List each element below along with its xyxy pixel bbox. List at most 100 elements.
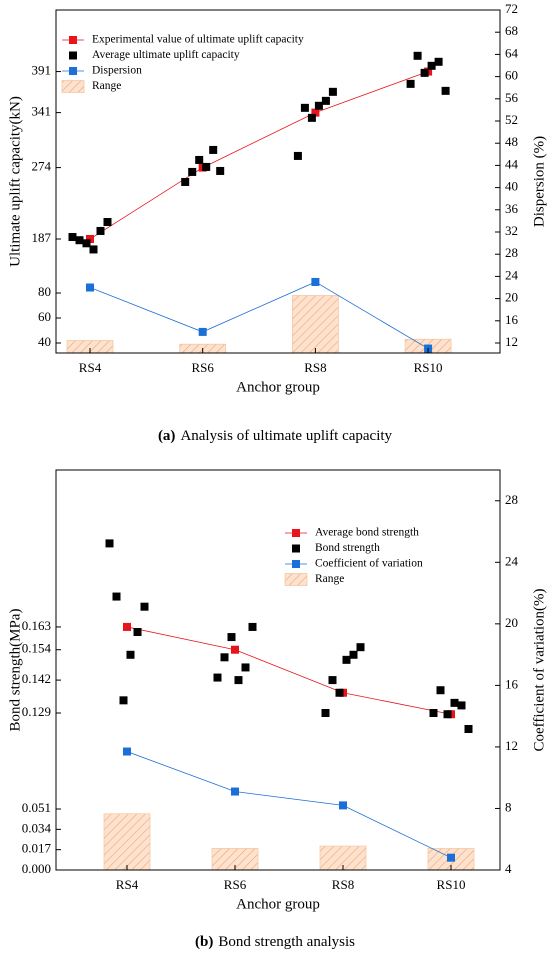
scatter-point xyxy=(188,167,197,176)
y2-tick-label: 60 xyxy=(505,68,518,83)
y-tick-label: 274 xyxy=(32,159,52,174)
point-marker xyxy=(123,747,131,756)
point-marker xyxy=(123,622,131,631)
y2-tick-label: 16 xyxy=(505,312,519,327)
scatter-point xyxy=(328,87,337,96)
y2-tick-label: 20 xyxy=(505,290,518,305)
y2-axis-title: Coefficient of variation(%) xyxy=(531,589,547,752)
scatter-point xyxy=(181,177,190,186)
x-tick-label: RS4 xyxy=(116,877,139,892)
legend-swatch xyxy=(69,36,77,44)
scatter-point xyxy=(119,696,128,705)
y2-tick-label: 72 xyxy=(505,1,518,16)
series-line xyxy=(89,281,429,349)
scatter-point xyxy=(406,79,415,88)
scatter-point xyxy=(349,650,358,659)
scatter-point xyxy=(216,166,225,175)
scatter-point xyxy=(314,101,323,110)
scatter-point xyxy=(427,61,436,70)
legend-label: Experimental value of ultimate uplift ca… xyxy=(92,34,304,46)
legend-label: Average bond strength xyxy=(315,527,419,539)
scatter-point xyxy=(248,622,257,631)
y2-tick-label: 12 xyxy=(505,334,518,349)
scatter-point xyxy=(213,673,222,682)
plot-frame xyxy=(55,9,501,354)
y-tick-label: 0.142 xyxy=(22,671,51,686)
y2-tick-label: 64 xyxy=(505,45,519,60)
y2-tick-label: 68 xyxy=(505,23,518,38)
y-axis-title: Ultimate uplift capacity(kN) xyxy=(7,96,23,267)
caption-text: Bond strength analysis xyxy=(218,934,355,950)
scatter-point xyxy=(457,701,466,710)
point-marker xyxy=(198,327,207,336)
y-tick-label: 0.154 xyxy=(22,641,52,656)
scatter-point xyxy=(436,686,445,695)
y-tick-label: 391 xyxy=(32,63,52,78)
y-tick-label: 341 xyxy=(32,104,52,119)
scatter-point xyxy=(112,592,121,601)
y2-tick-label: 20 xyxy=(505,615,518,630)
y2-tick-label: 12 xyxy=(505,738,518,753)
scatter-point xyxy=(293,151,302,160)
y2-tick-label: 8 xyxy=(505,799,512,814)
point-marker xyxy=(447,853,455,862)
point-marker xyxy=(86,235,94,243)
y-tick-label: 0.000 xyxy=(22,861,51,876)
scatter-point xyxy=(89,245,98,254)
scatter-point xyxy=(356,643,365,652)
legend-label: Average ultimate uplift capacity xyxy=(92,49,240,61)
scatter-point xyxy=(443,710,452,719)
scatter-point xyxy=(96,226,105,235)
scatter-point xyxy=(450,698,459,707)
y2-tick-label: 24 xyxy=(505,267,519,282)
scatter-point xyxy=(68,233,77,242)
scatter-point xyxy=(321,709,330,717)
y2-tick-label: 40 xyxy=(505,179,518,194)
y-tick-label: 60 xyxy=(38,309,51,324)
y-tick-label: 0.017 xyxy=(22,841,52,856)
y2-tick-label: 52 xyxy=(505,112,518,127)
series-line xyxy=(126,626,452,715)
x-tick-label: RS6 xyxy=(191,360,214,375)
series-line xyxy=(126,751,452,859)
scatter-point xyxy=(464,725,473,733)
scatter-point xyxy=(220,653,229,662)
scatter-point xyxy=(227,633,236,642)
scatter-point xyxy=(234,676,243,685)
caption: (b) Bond strength analysis xyxy=(195,934,355,950)
x-tick-label: RS8 xyxy=(304,360,326,375)
x-tick-label: RS4 xyxy=(79,360,102,375)
scatter-point xyxy=(441,86,450,95)
scatter-point xyxy=(103,218,112,227)
point-marker xyxy=(86,283,94,292)
y-tick-label: 80 xyxy=(38,284,51,299)
point-marker xyxy=(311,108,320,117)
legend-swatch xyxy=(284,573,308,586)
caption-text: Analysis of ultimate uplift capacity xyxy=(180,428,392,444)
y2-tick-label: 32 xyxy=(505,223,518,238)
scatter-point xyxy=(307,113,316,122)
y2-tick-label: 16 xyxy=(505,676,519,691)
point-marker xyxy=(231,787,239,796)
range-bar xyxy=(291,295,339,354)
x-axis-title: Anchor group xyxy=(236,379,320,395)
y2-tick-label: 56 xyxy=(505,90,519,105)
range-bar xyxy=(103,813,151,871)
y2-tick-label: 48 xyxy=(505,134,518,149)
scatter-point xyxy=(195,155,204,164)
point-marker xyxy=(231,645,239,654)
caption-label: (b) xyxy=(195,934,213,950)
scatter-point xyxy=(202,162,211,171)
scatter-point xyxy=(328,676,337,685)
y2-axis-title: Dispersion (%) xyxy=(531,136,547,227)
y-tick-label: 40 xyxy=(38,334,51,349)
legend-label: Bond strength xyxy=(315,542,380,554)
y2-tick-label: 24 xyxy=(505,553,519,568)
caption-label: (a) xyxy=(158,428,176,444)
point-marker xyxy=(311,277,320,286)
point-marker xyxy=(339,801,347,810)
scatter-point xyxy=(75,236,84,245)
x-tick-label: RS10 xyxy=(414,360,443,375)
scatter-point xyxy=(420,68,429,77)
